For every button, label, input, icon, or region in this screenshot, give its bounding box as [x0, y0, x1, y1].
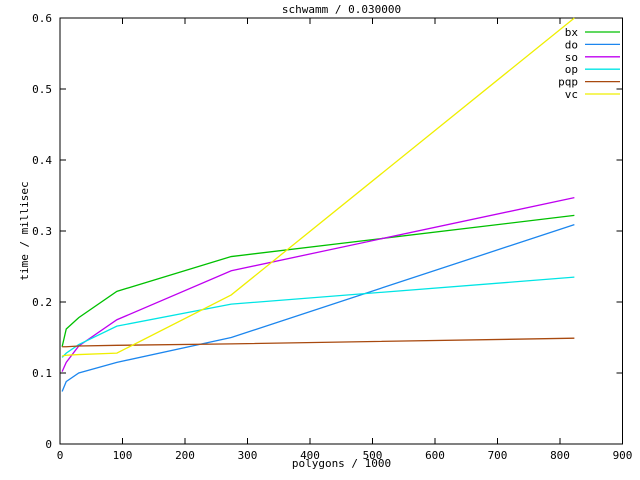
x-tick-label: 0 [57, 449, 64, 462]
legend-label-op: op [565, 63, 578, 76]
legend-label-so: so [565, 51, 578, 64]
x-tick-label: 800 [550, 449, 570, 462]
x-tick-label: 600 [425, 449, 445, 462]
y-tick-label: 0.2 [32, 296, 52, 309]
legend-label-bx: bx [565, 26, 579, 39]
y-tick-label: 0.4 [32, 154, 52, 167]
series-line-so [61, 196, 575, 372]
y-tick-label: 0.3 [32, 225, 52, 238]
legend-label-pqp: pqp [558, 76, 578, 89]
x-tick-label: 900 [613, 449, 633, 462]
x-tick-label: 200 [175, 449, 195, 462]
series-line-vc [62, 17, 575, 357]
x-tick-label: 500 [363, 449, 383, 462]
x-tick-label: 300 [238, 449, 258, 462]
legend-label-do: do [565, 38, 578, 51]
legend-label-vc: vc [565, 88, 578, 101]
chart-title: schwamm / 0.030000 [281, 3, 402, 16]
x-axis-label: polygons / 1000 [291, 457, 392, 470]
series-line-op [61, 276, 575, 358]
y-tick-label: 0 [45, 438, 52, 451]
series-line-bx [61, 214, 575, 347]
y-tick-label: 0.5 [32, 83, 52, 96]
plot-border [59, 17, 623, 445]
series-line-do [61, 223, 575, 392]
y-axis-label: time / millisec [18, 181, 31, 281]
x-tick-label: 400 [300, 449, 320, 462]
series-line-pqp [62, 337, 575, 348]
y-tick-label: 0.6 [32, 12, 52, 25]
y-tick-label: 0.1 [32, 367, 52, 380]
x-tick-label: 100 [113, 449, 133, 462]
x-tick-label: 700 [488, 449, 508, 462]
